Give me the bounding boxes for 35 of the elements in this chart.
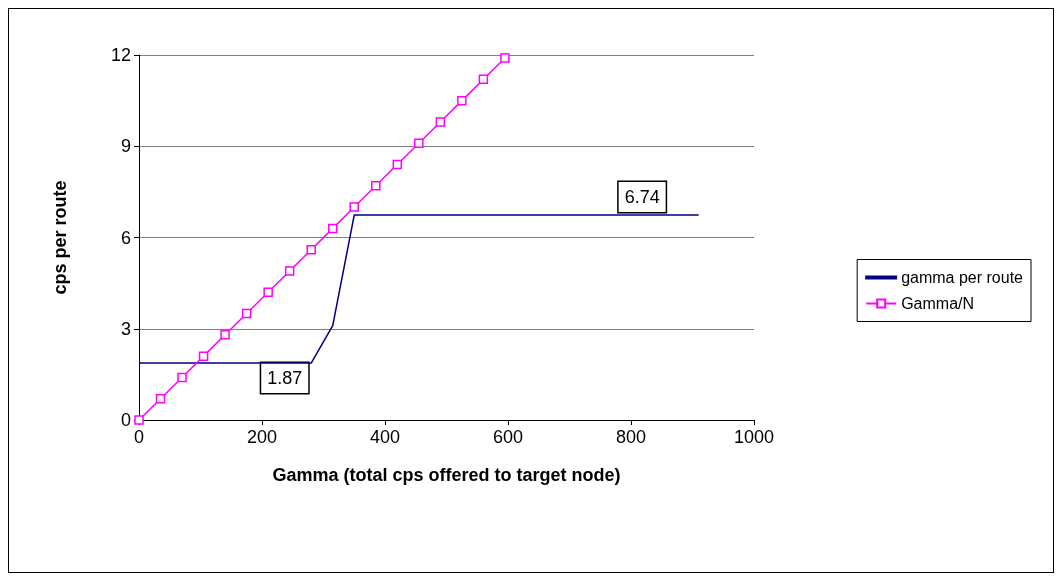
x-tick-label: 200 <box>246 427 278 447</box>
y-tick-label: 0 <box>120 410 131 430</box>
x-tick-label: 400 <box>369 427 401 447</box>
y-tick-label: 6 <box>120 227 131 248</box>
y-tick-label: 3 <box>120 318 131 339</box>
point <box>198 351 209 361</box>
point <box>327 223 338 234</box>
point <box>414 138 424 148</box>
point <box>392 159 403 170</box>
y-axis-title: cps per route <box>50 180 70 295</box>
point <box>457 95 467 106</box>
legend-label: gamma per route <box>901 269 1024 286</box>
point <box>263 287 273 297</box>
point <box>134 415 144 425</box>
point <box>284 266 295 276</box>
point <box>177 372 187 383</box>
x-tick-label: 0 <box>133 427 145 447</box>
y-tick-label: 9 <box>120 136 131 157</box>
point <box>478 74 489 85</box>
legend-label: Gamma/N <box>901 295 975 312</box>
annotation: 6.74 <box>624 186 660 207</box>
y-tick-label: 12 <box>110 45 131 65</box>
x-tick-label: 800 <box>615 427 647 447</box>
point <box>435 117 446 127</box>
point <box>155 393 166 404</box>
x-axis-title: Gamma (total cps offered to target node) <box>272 465 621 485</box>
point <box>371 181 381 191</box>
point <box>220 330 230 340</box>
x-tick-label: 1000 <box>733 427 775 447</box>
x-tick-label: 600 <box>492 427 524 447</box>
point <box>241 308 252 319</box>
point <box>306 244 316 255</box>
point <box>500 53 510 63</box>
point <box>349 202 359 212</box>
annotation: 1.87 <box>267 368 303 389</box>
